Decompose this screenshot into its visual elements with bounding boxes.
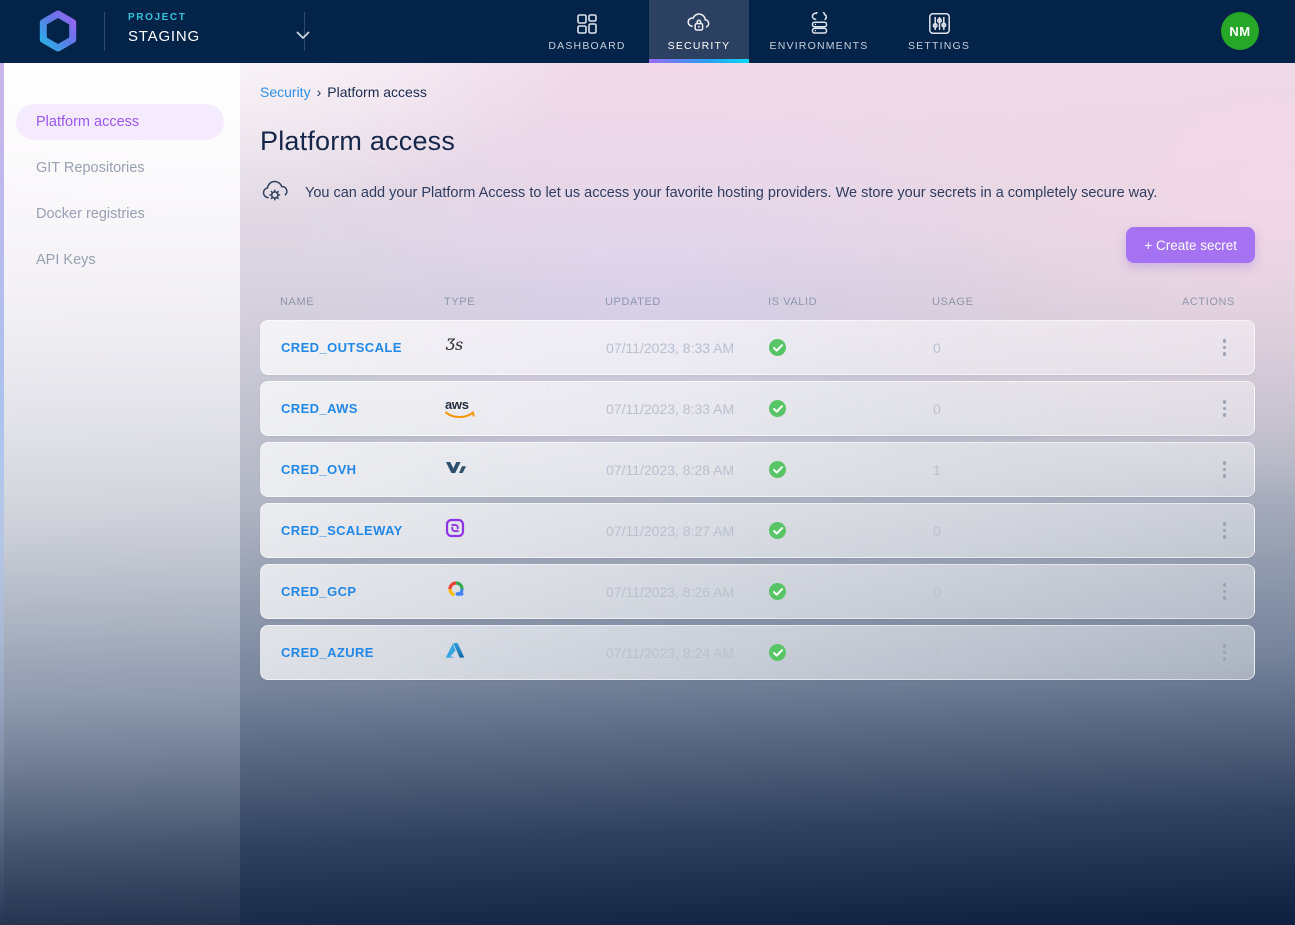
- svg-text:Ʒs: Ʒs: [445, 335, 463, 354]
- valid-check-icon: [769, 400, 786, 417]
- table-row: CRED_OVH 07/11/2023, 8:28 AM 1: [260, 442, 1255, 497]
- top-navigation: DASHBOARD SECURITY: [525, 0, 989, 63]
- usage-count: 1: [933, 461, 941, 478]
- column-header-actions: ACTIONS: [1181, 296, 1235, 308]
- row-actions-menu[interactable]: [1215, 455, 1235, 484]
- breadcrumb-link-security[interactable]: Security: [260, 84, 311, 100]
- tab-label: ENVIRONMENTS: [769, 40, 869, 52]
- usage-count: 0: [933, 583, 941, 600]
- hexagon-logo-icon: [39, 10, 77, 52]
- row-actions-menu[interactable]: [1215, 638, 1235, 667]
- sidebar-item-docker-registries[interactable]: Docker registries: [36, 206, 145, 222]
- scaleway-logo: [445, 518, 606, 543]
- breadcrumb: Security › Platform access: [260, 84, 1255, 100]
- column-header-updated: UPDATED: [605, 296, 661, 308]
- chevron-down-icon: [296, 27, 310, 45]
- credentials-table: NAME TYPE UPDATED IS VALID USAGE ACTIONS…: [260, 293, 1255, 680]
- valid-check-icon: [769, 583, 786, 600]
- valid-check-icon: [769, 522, 786, 539]
- page-title: Platform access: [260, 126, 456, 156]
- main-content: Security › Platform access Platform access…: [240, 63, 1295, 925]
- page-description: You can add your Platform Access to let …: [305, 185, 1158, 201]
- row-actions-menu[interactable]: [1215, 333, 1235, 362]
- table-row: CRED_OUTSCALE Ʒs 07/11/2023, 8:33 AM 0: [260, 320, 1255, 375]
- valid-check-icon: [769, 461, 786, 478]
- updated-date: 07/11/2023, 8:24 AM: [606, 644, 735, 661]
- column-header-isvalid: IS VALID: [768, 296, 818, 308]
- gcp-logo: [445, 580, 606, 603]
- project-selector[interactable]: PROJECT STAGING: [128, 9, 310, 55]
- tab-label: SETTINGS: [907, 40, 971, 52]
- credential-link[interactable]: CRED_OVH: [281, 462, 357, 477]
- topbar: PROJECT STAGING DASHBOARD: [0, 0, 1295, 63]
- credential-link[interactable]: CRED_AZURE: [281, 645, 374, 660]
- column-header-type: TYPE: [444, 296, 476, 308]
- topbar-divider: [304, 12, 305, 51]
- settings-icon: [928, 11, 951, 35]
- security-icon: [686, 11, 712, 35]
- breadcrumb-current: Platform access: [327, 84, 427, 100]
- project-label: PROJECT: [128, 12, 187, 23]
- credential-link[interactable]: CRED_OUTSCALE: [281, 340, 402, 355]
- dashboard-icon: [576, 11, 598, 35]
- updated-date: 07/11/2023, 8:28 AM: [606, 461, 735, 478]
- breadcrumb-separator: ›: [316, 84, 322, 100]
- sidebar-item-api-keys[interactable]: API Keys: [36, 252, 96, 268]
- usage-count: 0: [933, 339, 941, 356]
- table-header: NAME TYPE UPDATED IS VALID USAGE ACTIONS: [260, 293, 1255, 311]
- project-name: STAGING: [128, 28, 200, 45]
- sidebar-item-git-repositories[interactable]: GIT Repositories: [36, 160, 145, 176]
- azure-logo: [445, 642, 606, 664]
- usage-count: 0: [933, 522, 941, 539]
- valid-check-icon: [769, 644, 786, 661]
- environments-icon: [808, 11, 831, 35]
- tab-security[interactable]: SECURITY: [649, 0, 749, 63]
- tab-dashboard[interactable]: DASHBOARD: [525, 0, 649, 63]
- row-actions-menu[interactable]: [1215, 516, 1235, 545]
- usage-count: 0: [933, 400, 941, 417]
- column-header-name: NAME: [280, 296, 315, 308]
- table-row: CRED_AWS aws 07/11/2023, 8:33 AM 0: [260, 381, 1255, 436]
- topbar-divider: [104, 12, 105, 51]
- page-description-row: You can add your Platform Access to let …: [260, 177, 1255, 209]
- outscale-logo: Ʒs: [445, 335, 606, 360]
- user-avatar[interactable]: NM: [1221, 12, 1259, 50]
- row-actions-menu[interactable]: [1215, 577, 1235, 606]
- app-logo[interactable]: [36, 9, 80, 53]
- tab-environments[interactable]: ENVIRONMENTS: [749, 0, 889, 63]
- updated-date: 07/11/2023, 8:33 AM: [606, 400, 735, 417]
- credential-link[interactable]: CRED_AWS: [281, 401, 358, 416]
- updated-date: 07/11/2023, 8:27 AM: [606, 522, 735, 539]
- usage-count: 2: [933, 644, 941, 661]
- sidebar: Platform access GIT Repositories Docker …: [0, 63, 240, 925]
- table-row: CRED_AZURE 07/11/2023, 8:24 AM 2: [260, 625, 1255, 680]
- updated-date: 07/11/2023, 8:26 AM: [606, 583, 735, 600]
- updated-date: 07/11/2023, 8:33 AM: [606, 339, 735, 356]
- credential-link[interactable]: CRED_SCALEWAY: [281, 523, 403, 538]
- tab-label: DASHBOARD: [548, 40, 626, 52]
- column-header-usage: USAGE: [932, 296, 974, 308]
- create-secret-button[interactable]: + Create secret: [1126, 227, 1255, 263]
- aws-logo: aws: [445, 398, 606, 419]
- actions-row: + Create secret: [260, 227, 1255, 263]
- tab-settings[interactable]: SETTINGS: [889, 0, 989, 63]
- tab-label: SECURITY: [667, 40, 731, 52]
- sidebar-item-platform-access[interactable]: Platform access: [16, 104, 224, 140]
- table-row: CRED_GCP 07/11/2023, 8:26 AM 0: [260, 564, 1255, 619]
- row-actions-menu[interactable]: [1215, 394, 1235, 423]
- ovh-logo: [445, 461, 606, 479]
- table-row: CRED_SCALEWAY 07/11/2023, 8:27 AM 0: [260, 503, 1255, 558]
- valid-check-icon: [769, 339, 786, 356]
- cloud-gear-icon: [260, 177, 292, 209]
- credential-link[interactable]: CRED_GCP: [281, 584, 357, 599]
